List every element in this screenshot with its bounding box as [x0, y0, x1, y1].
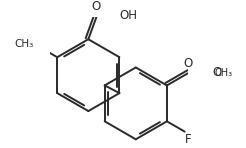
Text: O: O: [184, 57, 193, 70]
Text: OH: OH: [120, 9, 138, 22]
Text: CH₃: CH₃: [215, 68, 233, 78]
Text: O: O: [212, 66, 221, 79]
Text: CH₃: CH₃: [15, 39, 34, 49]
Text: F: F: [185, 133, 192, 146]
Text: O: O: [91, 0, 100, 13]
